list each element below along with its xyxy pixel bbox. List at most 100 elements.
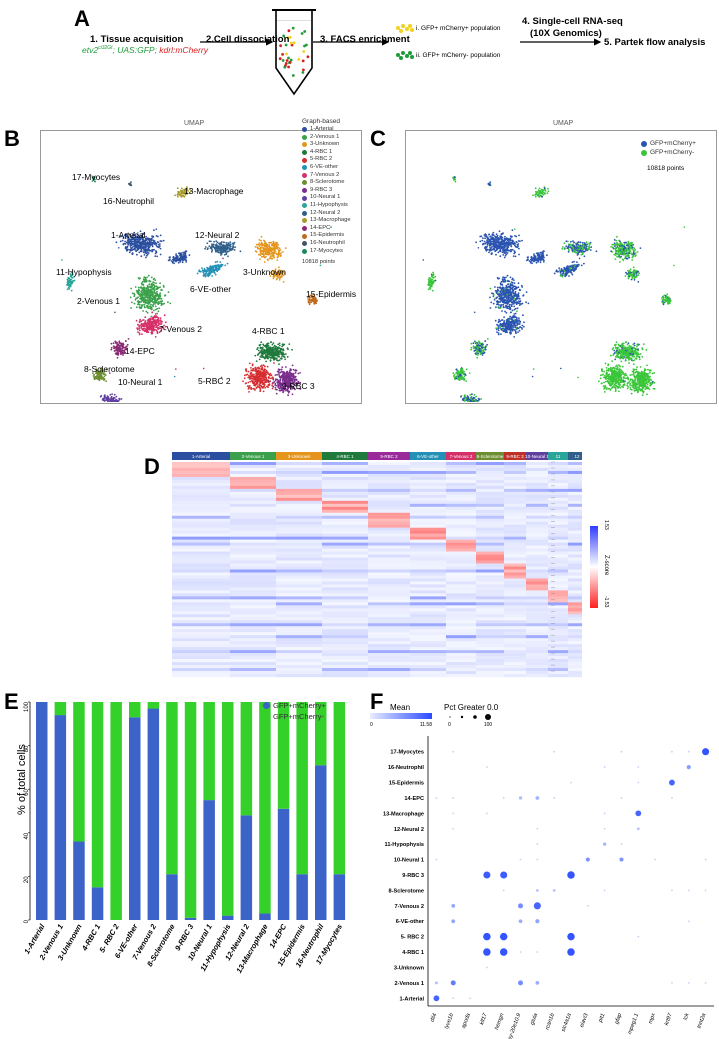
legend-b-item-6: 7-Venous 2 [302, 172, 351, 180]
legend-b-swatch [302, 218, 307, 224]
bar-3-series-0 [91, 887, 104, 920]
label-myocytes: 17-Myocytes [72, 172, 121, 182]
genotype-etv2: etv2 [82, 45, 99, 55]
bar-16-series-0 [333, 874, 346, 920]
label-neural2: 12-Neural 2 [195, 230, 240, 240]
bar-7-series-1 [166, 702, 178, 875]
heatmap-header-6 [446, 452, 476, 460]
legend-b-label: 15-Epidermis [310, 232, 345, 239]
legend-b-item-10: 11-Hypophysis [302, 202, 351, 210]
dot-0 [433, 995, 440, 1002]
dotplot-gene-label-0: dll4 [430, 1013, 439, 1023]
legend-b-swatch [302, 248, 307, 254]
panel-c-title: UMAP [553, 120, 574, 127]
genotype-etv2-allele: ci32Gt [98, 45, 113, 52]
step4-label-b: (10X Genomics) [530, 28, 602, 39]
heatmap-header-label-2: 3-Unknown [288, 454, 311, 459]
step1-label: 1. Tissue acquisition [90, 34, 183, 45]
dot-19 [567, 871, 575, 879]
bar-8-series-0 [184, 917, 197, 920]
legend-b-swatch [302, 188, 307, 194]
dot-22 [585, 857, 590, 862]
colorbar-label: Z-score [603, 555, 609, 576]
legend-b-label: 3-Unknown [310, 141, 340, 148]
dotplot-gene-label-5: si:dkey-20e10.9 [503, 1013, 522, 1039]
genotype-kdrl: kdrl:mCherry [159, 45, 208, 55]
legend-b-label: 4-RBC 1 [310, 148, 333, 155]
legend-b-label: 17-Myocytes [310, 247, 343, 254]
bar-5-series-1 [129, 702, 141, 718]
dot-14 [483, 932, 491, 941]
panel-b-letter: B [4, 126, 20, 151]
label-arterial: 1-Arterial [111, 230, 146, 240]
heatmap-header-label-0: 1-Arterial [192, 454, 210, 459]
heatmap-header-label-3: 4-RBC 1 [336, 454, 354, 459]
bar-12-series-0 [259, 913, 271, 920]
legend-b-swatch [302, 241, 307, 247]
legend-b-item-8: 9-RBC 3 [302, 187, 351, 195]
pop1-label: i. GFP+ mCherry+ population [416, 25, 501, 32]
dot-29 [669, 779, 675, 786]
dot-31 [702, 748, 710, 756]
legend-e-item-0: GFP+mCherry+ [263, 700, 326, 711]
bar-1-series-1 [54, 702, 67, 716]
pop2-label: ii. GFP+ mCherry- population [416, 52, 501, 59]
legend-b-item-14: 15-Epidermis [302, 232, 351, 240]
heatmap-header-11 [568, 452, 582, 460]
label-epidermis: 15-Epidermis [306, 289, 357, 299]
dotplot-row-label-6: 11-Hypophysis [385, 842, 424, 848]
bar-9-series-0 [203, 800, 215, 920]
panel-d-letter: D [144, 454, 160, 479]
heatmap-header-label-10: 11 [556, 454, 561, 459]
bar-16-series-1 [333, 702, 346, 875]
dot-3 [451, 919, 456, 924]
y-tick-label: 100 [24, 701, 30, 712]
dot-1 [450, 980, 456, 986]
label-rbc1: 4-RBC 1 [252, 326, 285, 336]
dotplot-row-label-3: 14-EPC [404, 796, 424, 802]
pop2-dots [396, 51, 414, 60]
legend-c-points: 10818 points [647, 165, 685, 172]
panel-e-legend: GFP+mCherry+ GFP+mCherry- [263, 700, 326, 722]
dotplot-gene-label-8: slc4a1a [561, 1013, 573, 1033]
legend-b-label: 14-EPC [310, 224, 331, 231]
legend-b-label: 7-Venous 2 [310, 171, 340, 178]
heatmap-header-5 [410, 452, 446, 460]
heatmap-header-10 [548, 452, 568, 460]
dotplot-row-label-0: 17-Myocytes [390, 750, 424, 756]
dot-9 [518, 980, 524, 986]
legend-b-item-15: 16-Neutrophil [302, 240, 351, 248]
bar-7-series-0 [166, 874, 178, 920]
dotplot-row-label-8: 9-RBC 3 [402, 873, 424, 879]
step1-num: 1. [90, 34, 98, 45]
legend-b-label: 11-Hypophysis [310, 201, 348, 208]
legend-b-item-11: 12-Neural 2 [302, 210, 351, 218]
bar-13-series-0 [277, 808, 290, 920]
panel-e-ylabel: % of total cells [16, 744, 28, 815]
legend-b-swatch [302, 195, 307, 201]
panel-d-heatmap: 1-Arterial 2-Venous 1 3-Unknown 4-RBC 1 5-RB… [172, 452, 582, 678]
legend-b-label: 2-Venous 1 [310, 133, 340, 140]
dot-11 [483, 948, 491, 956]
pct-size-2 [473, 715, 477, 719]
legend-b-item-2: 3-Unknown [302, 141, 351, 149]
pct-size-1 [460, 715, 464, 719]
y-tick-label: 20 [24, 876, 30, 883]
legend-b-label: 5-RBC 2 [310, 156, 333, 163]
dotplot-gene-label-7: rcan1b [545, 1013, 556, 1031]
legend-b-item-13: 14-EPC [302, 225, 351, 233]
legend-b-swatch [302, 157, 307, 163]
colorbar-min: -1.53 [603, 596, 609, 608]
pop1-dots [396, 24, 414, 33]
legend-b-label: 13-Macrophage [310, 217, 351, 224]
legend-c-item-0: GFP+mCherry+ [641, 139, 696, 148]
heatmap-header-label-11: 12 [574, 454, 580, 459]
dotplot-gene-label-11: gfap [614, 1013, 623, 1025]
panel-c-legend: GFP+mCherry+ GFP+mCherry- 10818 points [641, 139, 696, 172]
label-macrophage: 13-Macrophage [184, 186, 244, 196]
dotplot-row-label-15: 2-Venous 1 [394, 981, 424, 987]
legend-points: 10818 points [302, 259, 336, 266]
dotplot-row-label-12: 5- RBC 2 [401, 935, 424, 941]
legend-b-label: 12-Neural 2 [310, 209, 341, 216]
legend-b-item-4: 5-RBC 2 [302, 156, 351, 164]
